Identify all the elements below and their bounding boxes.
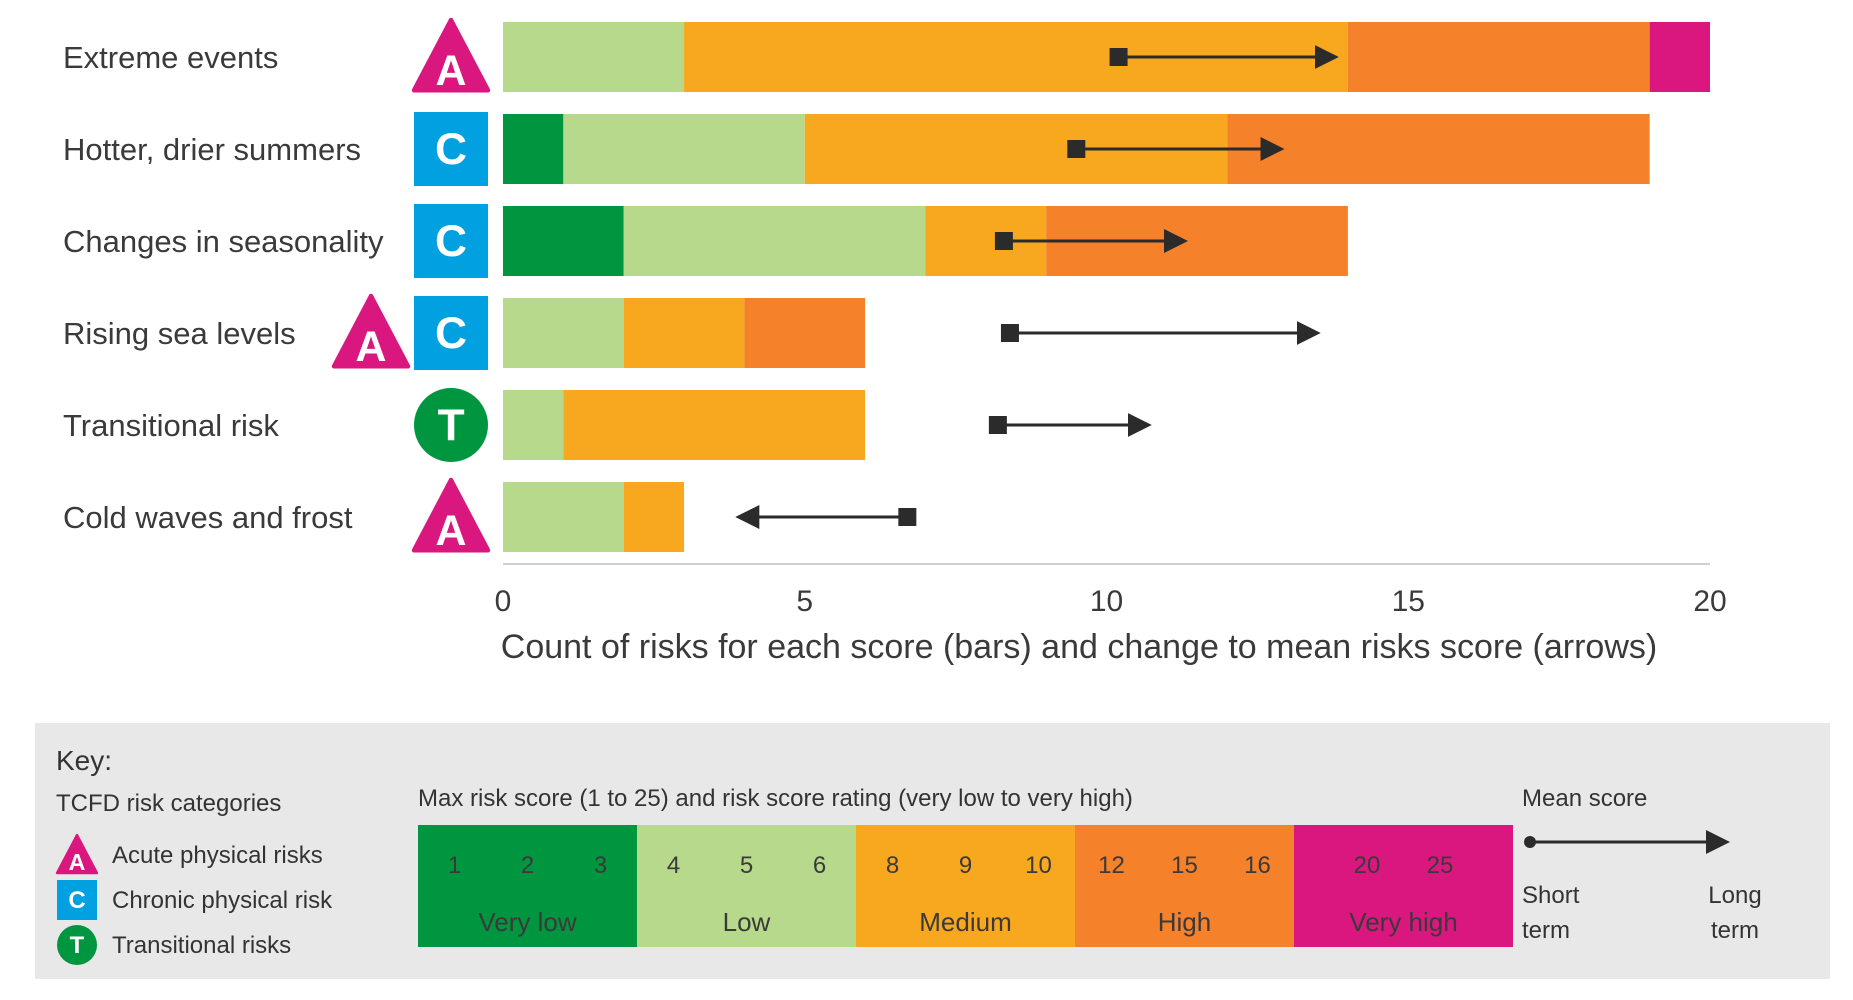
bar-hotter-drier-summers-high <box>1227 114 1650 184</box>
svg-text:T: T <box>70 932 85 959</box>
scale-block-very-high <box>1294 825 1513 947</box>
svg-text:A: A <box>436 507 467 555</box>
scale-score-4: 4 <box>667 852 680 879</box>
bar-rising-sea-levels-low <box>503 298 624 368</box>
scale-block-medium <box>856 825 1075 947</box>
arrow-start-transitional-risk <box>988 416 1007 434</box>
arrow-start-cold-waves-and-frost <box>898 508 917 526</box>
badge-cold-waves-and-frost-a: A <box>411 477 491 555</box>
scale-block-high <box>1075 825 1294 947</box>
bar-changes-in-seasonality-low <box>623 206 926 276</box>
legend-mean-heading: Mean score <box>1522 785 1647 812</box>
bar-extreme-events-high <box>1347 22 1650 92</box>
scale-rating-low: Low <box>723 907 771 937</box>
bar-changes-in-seasonality-very-low <box>503 206 624 276</box>
bar-transitional-risk-medium <box>563 390 866 460</box>
arrow-start-hotter-drier-summers <box>1067 140 1086 158</box>
category-label-cold-waves-and-frost: Cold waves and frost <box>63 500 353 535</box>
badge-extreme-events-a: A <box>411 17 491 95</box>
legend-badge-t: T <box>57 925 97 965</box>
svg-text:C: C <box>435 217 467 266</box>
scale-score-3: 3 <box>594 852 607 879</box>
svg-text:C: C <box>68 887 85 914</box>
arrow-start-extreme-events <box>1109 48 1128 66</box>
scale-rating-medium: Medium <box>919 907 1011 937</box>
legend-short-term-1: Short <box>1522 882 1580 909</box>
x-tick-15: 15 <box>1392 585 1425 618</box>
scale-score-5: 5 <box>740 852 753 879</box>
badge-changes-in-seasonality-c: C <box>414 204 488 278</box>
bar-extreme-events-very-high <box>1649 22 1710 92</box>
x-tick-5: 5 <box>796 585 813 618</box>
mean-score-arrows <box>735 45 1339 529</box>
category-label-rising-sea-levels: Rising sea levels <box>63 316 296 351</box>
scale-rating-very-high: Very high <box>1349 907 1457 937</box>
bar-extreme-events-low <box>503 22 685 92</box>
scale-score-1: 1 <box>448 852 461 879</box>
category-label-changes-in-seasonality: Changes in seasonality <box>63 224 384 259</box>
legend-badge-c: C <box>57 880 97 920</box>
scale-score-6: 6 <box>813 852 826 879</box>
arrow-start-rising-sea-levels <box>1000 324 1019 342</box>
badge-rising-sea-levels-c: C <box>414 296 488 370</box>
bar-transitional-risk-low <box>503 390 564 460</box>
category-labels: Extreme events Hotter, drier summers Chang… <box>63 40 384 535</box>
bar-hotter-drier-summers-very-low <box>503 114 564 184</box>
scale-score-2: 2 <box>521 852 534 879</box>
scale-score-16: 16 <box>1244 852 1271 879</box>
bar-cold-waves-and-frost-low <box>503 482 624 552</box>
legend-category-list: A Acute physical risks C Chronic physical r… <box>55 833 333 965</box>
plot-area: Extreme events Hotter, drier summers Chang… <box>63 17 1727 666</box>
legend-short-term-2: term <box>1522 917 1570 944</box>
legend-panel: Key: TCFD risk categories A Acute physica… <box>35 723 1830 979</box>
scale-rating-high: High <box>1158 907 1211 937</box>
scale-score-8: 8 <box>886 852 899 879</box>
scale-score-20: 20 <box>1354 852 1381 879</box>
svg-text:T: T <box>437 401 464 450</box>
bar-rising-sea-levels-high <box>744 298 866 368</box>
svg-text:C: C <box>435 125 467 174</box>
legend-mean-start-dot <box>1524 836 1536 848</box>
svg-text:C: C <box>435 309 467 358</box>
legend-category-label-a: Acute physical risks <box>112 842 323 869</box>
scale-score-10: 10 <box>1025 852 1052 879</box>
scale-score-12: 12 <box>1098 852 1125 879</box>
category-label-transitional-risk: Transitional risk <box>63 408 279 443</box>
x-tick-0: 0 <box>495 585 512 618</box>
x-tick-10: 10 <box>1090 585 1123 618</box>
bar-cold-waves-and-frost-medium <box>623 482 685 552</box>
legend-badge-a: A <box>55 833 99 875</box>
svg-text:A: A <box>69 849 86 875</box>
scale-block-very-low <box>418 825 637 947</box>
legend-title: Key: <box>56 745 112 776</box>
svg-text:A: A <box>436 47 467 95</box>
svg-text:A: A <box>356 323 387 371</box>
badge-transitional-risk-t: T <box>414 388 488 462</box>
scale-block-low <box>637 825 856 947</box>
scale-score-25: 25 <box>1427 852 1454 879</box>
x-tick-20: 20 <box>1693 585 1726 618</box>
scale-rating-very-low: Very low <box>478 907 576 937</box>
legend-long-term-1: Long <box>1708 882 1761 909</box>
arrow-start-changes-in-seasonality <box>994 232 1013 250</box>
category-label-hotter-drier-summers: Hotter, drier summers <box>63 132 361 167</box>
badge-hotter-drier-summers-c: C <box>414 112 488 186</box>
legend-scale-heading: Max risk score (1 to 25) and risk score … <box>418 785 1133 812</box>
scale-score-15: 15 <box>1171 852 1198 879</box>
badge-rising-sea-levels-a: A <box>331 293 411 371</box>
x-tick-labels: 0 5 10 15 20 <box>495 585 1727 618</box>
x-axis-label: Count of risks for each score (bars) and… <box>501 628 1657 666</box>
legend-category-label-c: Chronic physical risk <box>112 887 333 914</box>
bar-rising-sea-levels-medium <box>623 298 745 368</box>
bar-hotter-drier-summers-low <box>563 114 805 184</box>
bar-series <box>503 22 1710 552</box>
category-label-extreme-events: Extreme events <box>63 40 278 75</box>
legend-category-label-t: Transitional risks <box>112 932 291 959</box>
scale-score-9: 9 <box>959 852 972 879</box>
legend-categories-heading: TCFD risk categories <box>56 790 281 817</box>
legend-long-term-2: term <box>1711 917 1759 944</box>
